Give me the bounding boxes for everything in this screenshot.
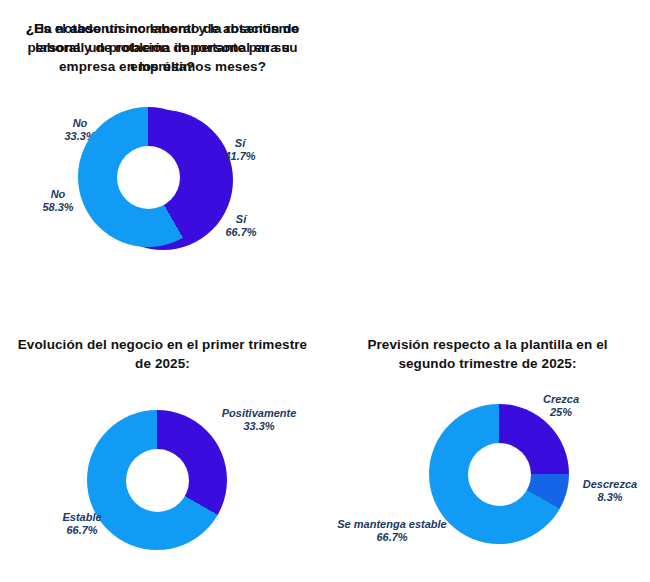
slice-label: Crezca25% [543,393,579,419]
donut-chart-problema-importante: Sí41.7% No58.3% [0,0,325,291]
chart-panel-evolucion-negocio: Evolución del negocio en el primer trime… [0,291,325,582]
chart-panel-problema-importante: ¿Es el absentismo laboral y la rotación … [0,0,325,291]
slice-name: No [42,188,73,201]
slice-value: 25% [543,406,579,419]
slice-value: 66.7% [337,531,446,544]
slice-value: 66.7% [62,524,101,537]
donut-chart-evolucion-negocio: Positivamente33.3% Estable66.7% [0,291,325,582]
slice-name: Estable [62,511,101,524]
slice-name: Crezca [543,393,579,406]
slice-label: Estable66.7% [62,511,101,537]
slice-value: 58.3% [42,201,73,214]
slice-name: Se mantenga estable [337,518,446,531]
chart-panel-prevision-plantilla: Previsión respecto a la plantilla en els… [325,291,650,582]
slice-label: Se mantenga estable66.7% [337,518,446,544]
slice-value: 8.3% [583,491,637,504]
slice-value: 33.3% [222,420,297,433]
donut-hole [117,146,180,209]
slice-label: Positivamente33.3% [222,407,297,433]
slice-name: Descrezca [583,478,637,491]
donut-hole [468,443,531,506]
slice-label: No58.3% [42,188,73,214]
donut-chart-prevision-plantilla: Crezca25% Descrezca8.3% Se mantenga establ… [325,291,650,582]
slice-label: Descrezca8.3% [583,478,637,504]
slice-value: 41.7% [224,150,255,163]
slice-name: Sí [224,137,255,150]
survey-charts-dashboard: ¿Ha notado un incremento de absentismola… [0,0,650,582]
slice-name: Positivamente [222,407,297,420]
slice-label: Sí41.7% [224,137,255,163]
donut-hole [126,449,189,512]
